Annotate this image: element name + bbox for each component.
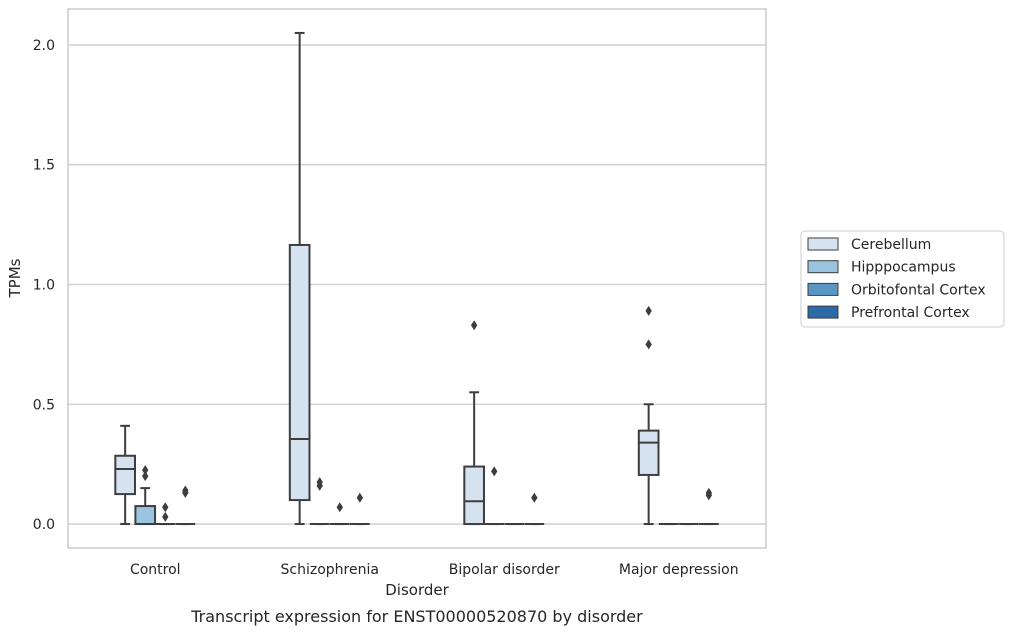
legend-entry-label: Prefrontal Cortex — [851, 305, 970, 321]
box-series — [114, 31, 719, 526]
series-hipppocampus — [134, 465, 679, 526]
outlier-point — [316, 477, 323, 488]
series-prefrontal-cortex — [175, 485, 719, 526]
outlier-point — [182, 485, 189, 496]
box — [134, 505, 157, 526]
outlier-point — [162, 511, 169, 522]
legend-entry-label: Hipppocampus — [851, 260, 956, 276]
y-tick-label: 2.0 — [33, 38, 55, 54]
y-axis-label: TPMs — [6, 258, 24, 298]
outlier-point — [142, 471, 149, 482]
y-tick-labels: 0.0 0.5 1.0 1.5 2.0 — [33, 38, 55, 533]
outlier-point — [645, 339, 652, 350]
legend-swatch — [807, 260, 839, 274]
chart-caption: Transcript expression for ENST0000052087… — [190, 607, 643, 626]
box — [463, 465, 485, 526]
legend: Cerebellum Hipppocampus Orbitofontal Corte… — [800, 230, 1005, 328]
box — [114, 454, 136, 496]
outlier-point — [491, 466, 498, 477]
legend-swatch — [807, 237, 839, 251]
outlier-point — [705, 487, 713, 498]
plot-background — [68, 9, 766, 548]
legend-swatch — [807, 305, 839, 319]
outlier-point — [356, 492, 364, 503]
plot-frame — [67, 8, 767, 549]
x-tick-label: Bipolar disorder — [449, 562, 560, 578]
x-tick-labels: Control Schizophrenia Bipolar disorder Majo… — [130, 562, 739, 578]
legend-entry-label: Orbitofontal Cortex — [851, 282, 986, 298]
legend-frame — [800, 230, 1005, 328]
box — [637, 429, 660, 476]
legend-entry-label: Cerebellum — [851, 237, 931, 253]
box — [288, 243, 311, 502]
y-tick-label: 0.0 — [33, 517, 55, 533]
outlier-point — [142, 465, 149, 476]
outlier-point — [645, 305, 652, 316]
series-cerebellum — [114, 31, 660, 526]
x-tick-label: Schizophrenia — [281, 562, 379, 578]
x-tick-label: Control — [130, 562, 181, 578]
y-tick-label: 1.5 — [33, 158, 55, 174]
outlier-point — [470, 320, 478, 331]
x-axis-label: Disorder — [385, 581, 449, 599]
outlier-point — [336, 502, 343, 513]
outlier-point — [162, 502, 169, 513]
y-tick-label: 0.5 — [33, 397, 55, 413]
y-tick-label: 1.0 — [33, 277, 55, 293]
x-tick-label: Major depression — [619, 562, 739, 578]
legend-swatch — [807, 282, 839, 296]
series-orbitofontal-cortex — [155, 502, 699, 526]
outlier-point — [531, 492, 538, 503]
